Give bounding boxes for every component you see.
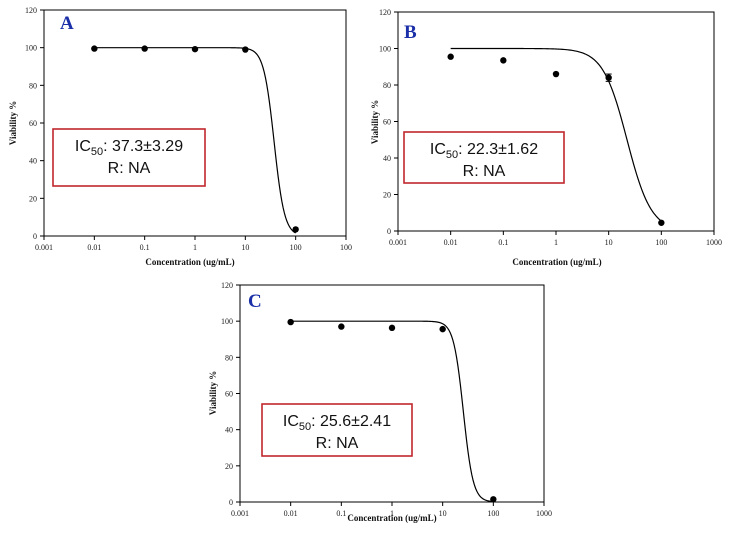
- ic50-value-text: IC50: 25.6±2.41: [283, 413, 391, 433]
- x-tick-label: 1: [390, 509, 394, 518]
- x-tick-label: 10: [605, 238, 613, 247]
- y-tick-label: 60: [225, 390, 233, 399]
- ic50-annotation-box: [261, 403, 413, 457]
- y-axis-label: Viability %: [208, 371, 218, 415]
- x-tick-label: 100: [655, 238, 667, 247]
- y-tick-label: 0: [229, 498, 233, 507]
- data-point: [388, 324, 396, 332]
- y-tick-label: 20: [225, 462, 233, 471]
- y-tick-label: 80: [383, 81, 391, 90]
- panel-letter: B: [404, 22, 417, 43]
- chart-panel-c: 0.001 0.01 0.1 1 10 100 1000 0 20 40 60 80 100 120 Con…: [208, 281, 552, 523]
- x-tick-label: 1: [193, 243, 197, 252]
- y-tick-label: 20: [29, 194, 37, 203]
- y-tick-label: 120: [221, 281, 233, 290]
- y-tick-label: 40: [29, 157, 37, 166]
- y-tick-label: 100: [221, 317, 233, 326]
- x-tick-label: 100: [487, 509, 499, 518]
- data-point: [91, 45, 98, 52]
- x-tick-label: 100: [290, 243, 302, 252]
- x-tick-label: 0.001: [389, 238, 407, 247]
- y-tick-label: 100: [25, 44, 37, 53]
- y-tick-label: 120: [25, 6, 37, 15]
- r-value-text: R: NA: [108, 160, 151, 177]
- ic50-value-text: IC50: 37.3±3.29: [75, 138, 183, 158]
- y-tick-label: 0: [387, 227, 391, 236]
- data-point: [292, 226, 299, 233]
- data-point: [338, 323, 345, 330]
- r-value-text: R: NA: [316, 435, 359, 452]
- x-tick-label: 1000: [706, 238, 722, 247]
- x-tick-label: 0.01: [87, 243, 101, 252]
- y-tick-label: 60: [29, 119, 37, 128]
- y-tick-label: 60: [383, 118, 391, 127]
- y-tick-label: 20: [383, 191, 391, 200]
- data-point: [287, 318, 294, 326]
- y-tick-label: 40: [225, 426, 233, 435]
- x-tick-label: 1000: [536, 509, 552, 518]
- y-tick-label: 0: [33, 232, 37, 241]
- x-axis-label: Concentration (ug/mL): [512, 257, 601, 267]
- x-tick-label: 0.001: [231, 509, 249, 518]
- chart-panel-a: 0.001 0.01 0.1 1 10 100 100 0 20 40 60 80 100 120 Conc…: [8, 6, 352, 267]
- data-point: [605, 74, 612, 81]
- x-tick-label: 100: [340, 243, 352, 252]
- plot-frame: [43, 9, 347, 237]
- x-tick-label: 1: [554, 238, 558, 247]
- ic50-value-text: IC50: 22.3±1.62: [430, 141, 538, 161]
- data-point: [242, 46, 249, 53]
- x-tick-label: 10: [241, 243, 249, 252]
- y-tick-label: 120: [379, 8, 391, 17]
- x-tick-label: 0.001: [35, 243, 53, 252]
- fit-curve: [290, 320, 494, 503]
- data-point: [500, 57, 507, 64]
- fit-curve: [450, 47, 662, 222]
- x-axis-label: Concentration (ug/mL): [347, 513, 436, 523]
- x-tick-label: 0.1: [498, 238, 508, 247]
- y-tick-label: 80: [29, 81, 37, 90]
- x-tick-label: 10: [439, 509, 447, 518]
- x-tick-label: 0.01: [444, 238, 458, 247]
- panel-letter: C: [248, 291, 262, 312]
- data-point: [141, 45, 148, 52]
- data-point: [191, 45, 199, 53]
- x-tick-label: 0.1: [140, 243, 150, 252]
- data-point: [658, 219, 665, 226]
- x-tick-label: 0.1: [336, 509, 346, 518]
- y-tick-label: 40: [383, 154, 391, 163]
- ic50-annotation-box: [52, 128, 206, 187]
- y-axis-label: Viability %: [370, 100, 380, 144]
- y-axis-label: Viability %: [8, 101, 18, 145]
- plot-frame: [397, 11, 715, 232]
- y-tick-label: 80: [225, 353, 233, 362]
- ic50-annotation-box: [403, 131, 565, 184]
- x-axis-label: Concentration (ug/mL): [145, 257, 234, 267]
- chart-panel-b: 0.001 0.01 0.1 1 10 100 1000 0 20 40 60 80 100 120 Con…: [370, 8, 722, 267]
- data-point: [439, 325, 446, 333]
- r-value-text: R: NA: [463, 163, 506, 180]
- panel-letter: A: [60, 13, 74, 34]
- data-point: [447, 53, 454, 60]
- data-point: [490, 496, 497, 503]
- data-point: [552, 70, 560, 78]
- plot-frame: [239, 284, 545, 503]
- x-tick-label: 0.01: [284, 509, 298, 518]
- y-tick-label: 100: [379, 45, 391, 54]
